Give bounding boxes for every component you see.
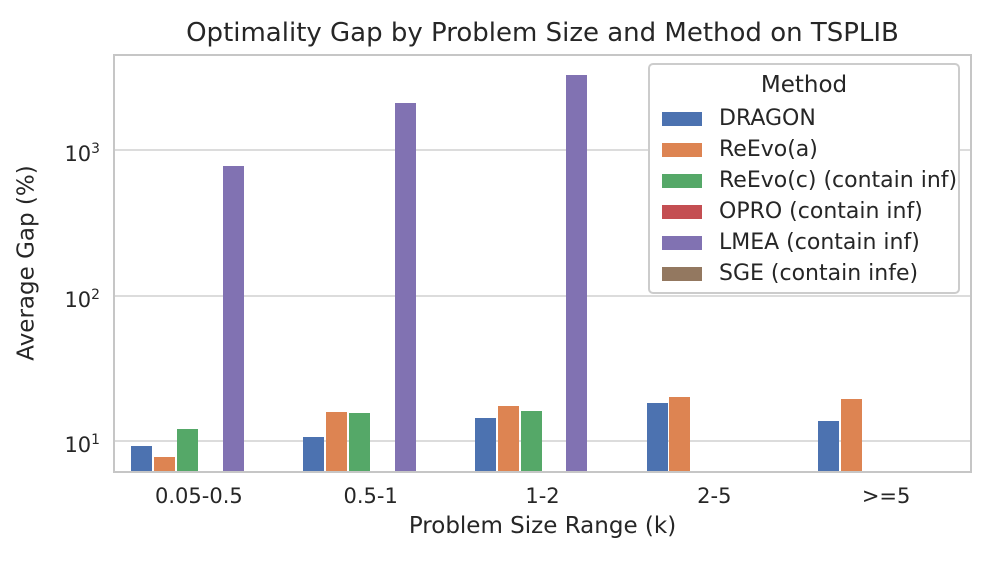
x-tick-label: 2-5 bbox=[697, 484, 732, 508]
x-tick-label: 0.05-0.5 bbox=[155, 484, 243, 508]
bar bbox=[566, 74, 588, 471]
legend-entry: ReEvo(a) bbox=[650, 134, 958, 165]
bar bbox=[176, 428, 198, 471]
bar bbox=[348, 412, 370, 471]
bar bbox=[474, 417, 496, 471]
legend-entry-label: OPRO (contain inf) bbox=[719, 199, 923, 224]
legend-color-patch bbox=[662, 111, 702, 126]
legend-entry-label: DRAGON bbox=[719, 106, 816, 131]
bar bbox=[394, 103, 416, 471]
legend-color-patch bbox=[662, 266, 702, 281]
x-axis-label: Problem Size Range (k) bbox=[408, 513, 677, 539]
legend-entry-label: ReEvo(a) bbox=[719, 137, 818, 162]
legend: Method DRAGON ReEvo(a) ReEvo(c) (contain i… bbox=[648, 63, 960, 294]
bar bbox=[302, 437, 324, 471]
bar bbox=[669, 397, 691, 471]
bar bbox=[818, 420, 840, 471]
legend-color-patch bbox=[662, 142, 702, 157]
legend-entries: DRAGON ReEvo(a) ReEvo(c) (contain inf) OPRO… bbox=[650, 103, 958, 289]
bar bbox=[131, 446, 153, 471]
x-tick-label: 1-2 bbox=[525, 484, 560, 508]
legend-entry-label: LMEA (contain inf) bbox=[719, 230, 920, 255]
bar bbox=[646, 402, 668, 471]
bar bbox=[497, 406, 519, 471]
y-tick-label: 103 bbox=[64, 141, 100, 167]
legend-entry: DRAGON bbox=[650, 103, 958, 134]
legend-entry: OPRO (contain inf) bbox=[650, 196, 958, 227]
chart-title: Optimality Gap by Problem Size and Metho… bbox=[186, 18, 899, 48]
legend-entry: SGE (contain infe) bbox=[650, 258, 958, 289]
gridline bbox=[115, 294, 970, 297]
bar bbox=[222, 165, 244, 471]
gridline bbox=[115, 149, 970, 152]
legend-color-patch bbox=[662, 204, 702, 219]
bar bbox=[841, 398, 863, 471]
gridline bbox=[115, 439, 970, 442]
legend-color-patch bbox=[662, 235, 702, 250]
x-tick-label: >=5 bbox=[861, 484, 911, 508]
y-tick-label: 102 bbox=[64, 286, 100, 312]
legend-entry: ReEvo(c) (contain inf) bbox=[650, 165, 958, 196]
x-tick-label: 0.5-1 bbox=[343, 484, 398, 508]
bar bbox=[520, 411, 542, 471]
legend-entry: LMEA (contain inf) bbox=[650, 227, 958, 258]
y-axis-label: Average Gap (%) bbox=[13, 165, 40, 361]
bar bbox=[154, 457, 176, 471]
legend-entry-label: SGE (contain infe) bbox=[719, 261, 919, 286]
y-tick-label: 101 bbox=[64, 431, 100, 457]
legend-color-patch bbox=[662, 173, 702, 188]
bar bbox=[325, 411, 347, 471]
legend-title: Method bbox=[760, 72, 848, 98]
legend-entry-label: ReEvo(c) (contain inf) bbox=[719, 168, 958, 193]
